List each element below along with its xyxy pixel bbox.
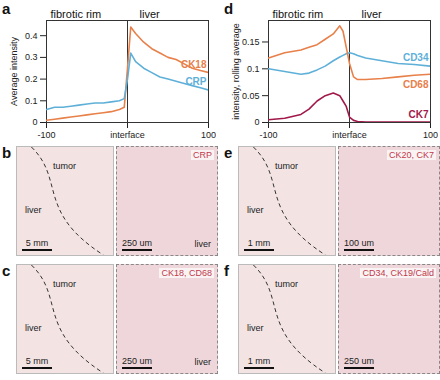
html-text:b: b [2, 144, 12, 161]
html-text:tumor: tumor [53, 279, 76, 289]
svg-text:0.05: 0.05 [242, 91, 260, 101]
html-text:tumor: tumor [53, 161, 76, 171]
html-text:liver: liver [25, 323, 42, 333]
svg-text:interface: interface [332, 130, 367, 140]
svg-text:fibrotic rim: fibrotic rim [51, 8, 102, 20]
svg-text:liver: liver [362, 8, 383, 20]
html-text:liver: liver [194, 357, 211, 367]
html-text:CRP: CRP [193, 150, 212, 160]
svg-text:0: 0 [254, 117, 259, 127]
html-text:1 mm: 1 mm [247, 238, 271, 248]
svg-text:0.15: 0.15 [242, 37, 260, 47]
html-text:liver: liver [247, 323, 264, 333]
html-text:tumor: tumor [275, 279, 298, 289]
svg-text:0.4: 0.4 [25, 31, 38, 41]
html-text:a: a [2, 0, 11, 17]
svg-text:0.3: 0.3 [25, 52, 38, 62]
html-text:liver: liver [247, 205, 264, 215]
html-text:liver: liver [194, 239, 211, 249]
html-text:tumor: tumor [275, 161, 298, 171]
html-text:CD34, CK19/Cald: CD34, CK19/Cald [362, 268, 434, 278]
html-text:liver: liver [25, 205, 42, 215]
html-text:CK18, CD68: CK18, CD68 [161, 268, 212, 278]
svg-text:CRP: CRP [185, 76, 206, 87]
html-text:250 um: 250 um [122, 356, 152, 366]
html-text:f: f [224, 262, 229, 279]
svg-text:0.2: 0.2 [25, 74, 38, 84]
html-text:250 um: 250 um [122, 238, 152, 248]
svg-text:intensity, rolling average: intensity, rolling average [231, 23, 241, 119]
svg-text:liver: liver [140, 8, 161, 20]
html-text:1 mm: 1 mm [247, 356, 271, 366]
svg-text:0.1: 0.1 [25, 96, 38, 106]
html-text:c: c [2, 262, 11, 279]
html-text:e: e [224, 144, 233, 161]
svg-text:fibrotic rim: fibrotic rim [273, 8, 324, 20]
svg-text:CD68: CD68 [403, 79, 429, 90]
html-text:5 mm: 5 mm [25, 238, 49, 248]
html-text:100 um: 100 um [344, 238, 374, 248]
html-text:d: d [224, 0, 234, 17]
html-text:CK20, CK7: CK20, CK7 [389, 150, 434, 160]
svg-text:interface: interface [110, 130, 145, 140]
svg-text:100: 100 [201, 130, 216, 140]
svg-text:0: 0 [32, 117, 37, 127]
svg-text:100: 100 [423, 130, 438, 140]
html-text:250 um: 250 um [344, 356, 374, 366]
svg-text:-100: -100 [37, 130, 55, 140]
svg-text:CK18: CK18 [181, 59, 207, 70]
svg-text:-100: -100 [259, 130, 277, 140]
svg-text:0.1: 0.1 [247, 64, 260, 74]
svg-text:Average intensity: Average intensity [9, 37, 19, 106]
svg-text:CD34: CD34 [403, 52, 429, 63]
svg-text:CK7: CK7 [408, 109, 428, 120]
html-text:5 mm: 5 mm [25, 356, 49, 366]
